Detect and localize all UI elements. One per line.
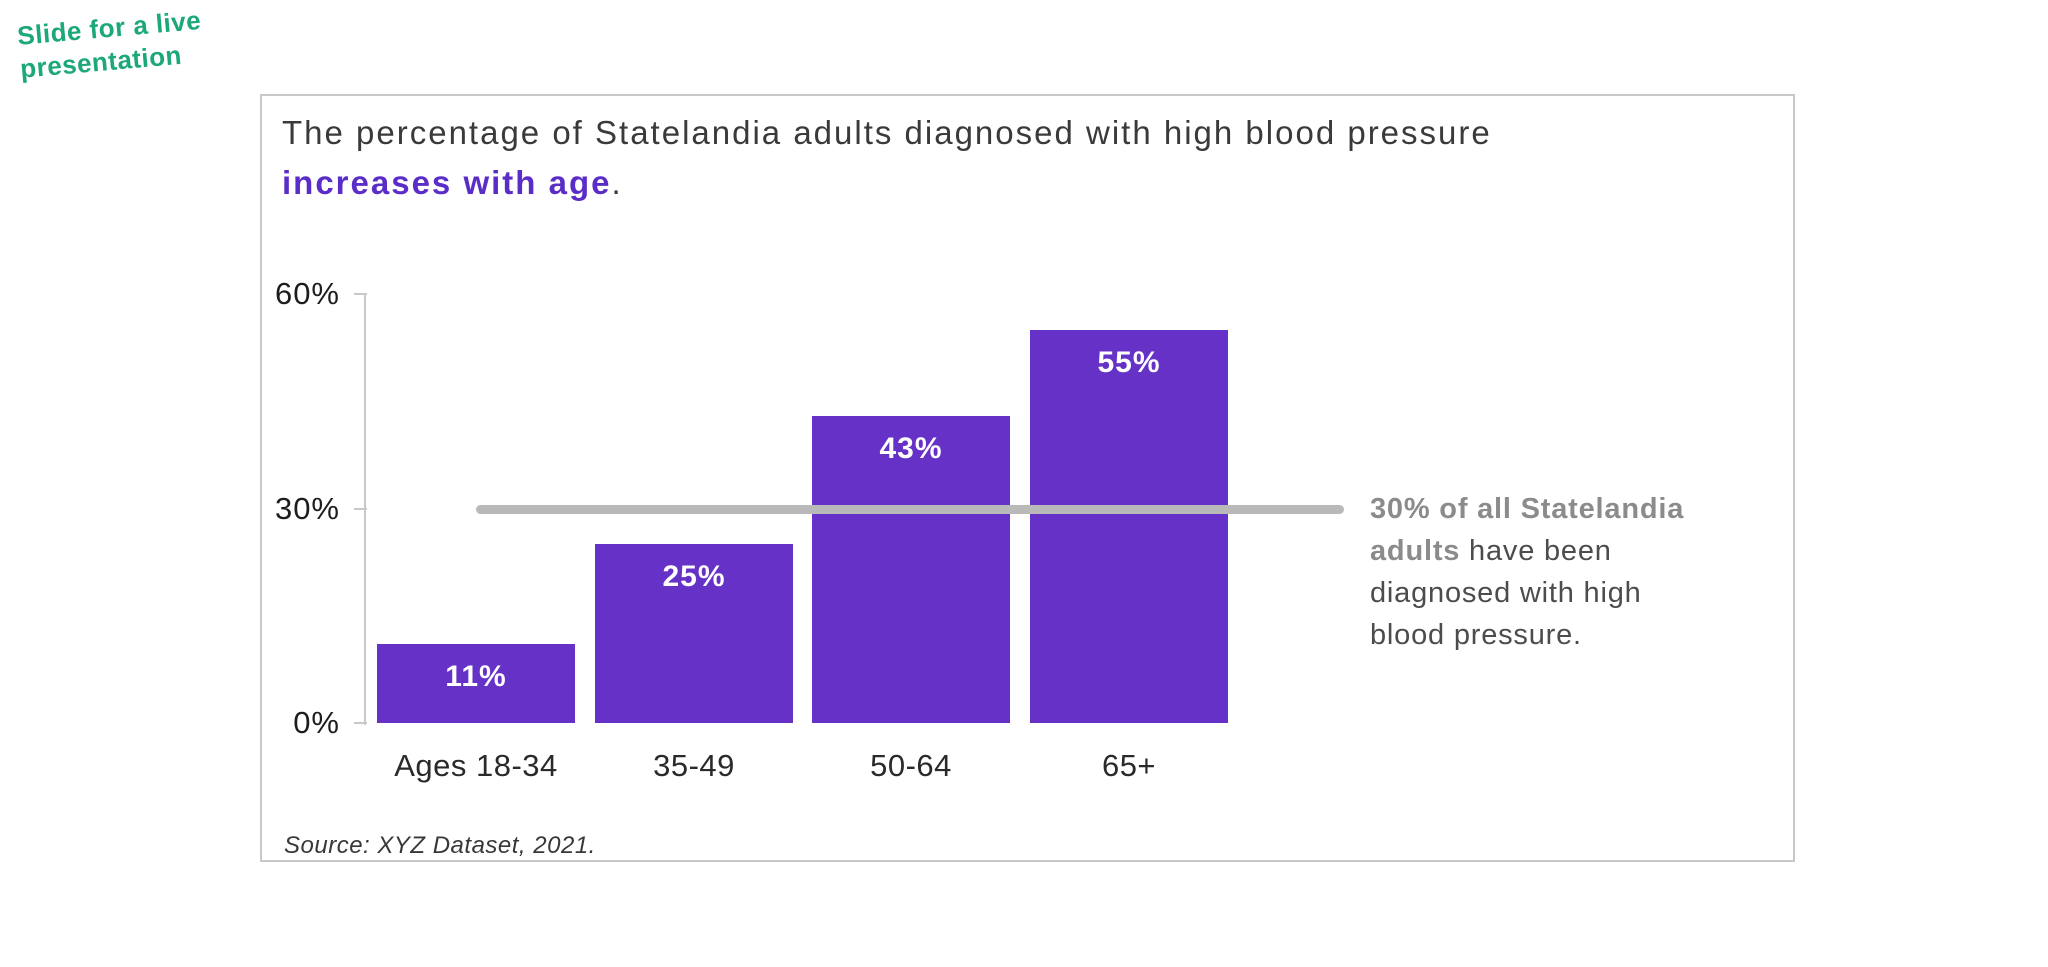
reference-annotation: 30% of all Statelandia adults have been di… bbox=[1370, 488, 1800, 656]
chart-title-highlight: increases with age bbox=[282, 164, 612, 201]
bar-value-label: 25% bbox=[662, 560, 726, 593]
annotation-regular-text: blood pressure. bbox=[1370, 619, 1582, 651]
x-axis-label: 65+ bbox=[1101, 748, 1157, 783]
source-note: Source: XYZ Dataset, 2021. bbox=[284, 832, 596, 859]
y-axis-tick bbox=[354, 293, 367, 295]
annotation-line: blood pressure. bbox=[1370, 614, 1800, 656]
bar-value-label: 43% bbox=[879, 432, 943, 465]
annotation-bold-text: adults bbox=[1370, 535, 1461, 567]
bar bbox=[1030, 330, 1228, 723]
presentation-note: Slide for a live presentation bbox=[16, 4, 203, 84]
y-axis-tick-label: 60% bbox=[274, 276, 340, 311]
annotation-bold-text: 30% of all Statelandia bbox=[1370, 493, 1685, 525]
chart-title-plain: The percentage of Statelandia adults dia… bbox=[282, 114, 1492, 151]
chart-title-suffix: . bbox=[611, 164, 623, 201]
annotation-regular-text: diagnosed with high bbox=[1370, 577, 1642, 609]
bar bbox=[595, 544, 793, 723]
y-axis-tick-label: 30% bbox=[274, 491, 340, 526]
bar bbox=[377, 644, 575, 723]
x-axis-label: 35-49 bbox=[653, 748, 735, 783]
annotation-line: 30% of all Statelandia bbox=[1370, 488, 1800, 530]
y-axis-tick-label: 0% bbox=[293, 705, 340, 740]
chart-card: The percentage of Statelandia adults dia… bbox=[260, 94, 1795, 862]
bar bbox=[812, 416, 1010, 723]
y-axis-tick bbox=[354, 722, 367, 724]
y-axis-tick bbox=[354, 508, 367, 510]
annotation-regular-text: have been bbox=[1460, 535, 1612, 567]
bar-value-label: 11% bbox=[445, 660, 507, 693]
x-axis-label: 50-64 bbox=[870, 748, 952, 783]
chart-title: The percentage of Statelandia adults dia… bbox=[282, 108, 1762, 208]
x-axis-label: Ages 18-34 bbox=[394, 748, 558, 783]
annotation-line: diagnosed with high bbox=[1370, 572, 1800, 614]
reference-line bbox=[476, 505, 1344, 514]
plot-area: 0% 30% 60% 11% Ages 18-34 25% 35-49 43% 50-64 55%… bbox=[262, 96, 1793, 860]
bar-value-label: 55% bbox=[1097, 346, 1161, 379]
annotation-line: adults have been bbox=[1370, 530, 1800, 572]
